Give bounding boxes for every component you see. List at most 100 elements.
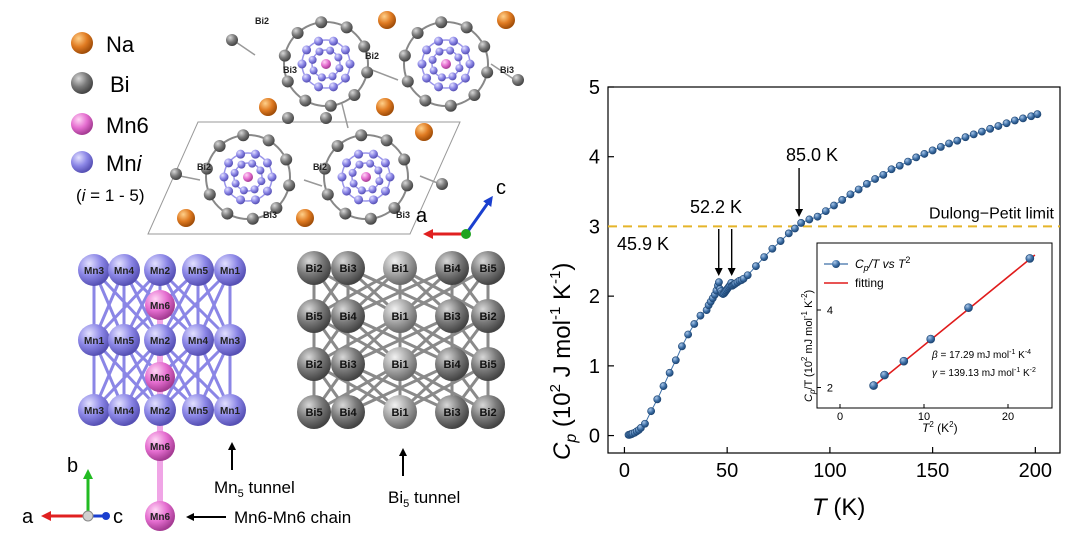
mni-atom bbox=[460, 73, 470, 83]
mni-atom bbox=[236, 195, 246, 205]
mni-atom bbox=[328, 36, 338, 46]
main-y-axis-label: Cp (102 J mol-1 K-1) bbox=[547, 263, 580, 460]
cp-data-point bbox=[696, 311, 705, 320]
bi-atom bbox=[383, 299, 417, 333]
cp-data-point bbox=[862, 180, 871, 188]
inset-x-tick-label: 0 bbox=[837, 411, 843, 423]
mni-atom bbox=[256, 166, 265, 175]
cp-data-point bbox=[1010, 116, 1019, 125]
mn6-atom bbox=[321, 59, 331, 69]
mni-atom bbox=[335, 64, 344, 73]
mni-atom bbox=[108, 324, 140, 356]
mni-atom bbox=[446, 46, 455, 55]
bi-atom bbox=[364, 212, 377, 225]
mni-atom bbox=[302, 73, 312, 83]
mn6-atom bbox=[145, 431, 175, 461]
bi-atom bbox=[291, 27, 304, 40]
mni-atom bbox=[108, 394, 140, 426]
interring-bond bbox=[341, 103, 349, 129]
cp-data-point bbox=[1002, 119, 1011, 128]
mn6-atom bbox=[145, 290, 175, 320]
inset-x-tick-label: 20 bbox=[1002, 411, 1014, 423]
inset-legend-data-marker bbox=[832, 260, 840, 268]
mn6-atom-label: Mn6 bbox=[150, 442, 170, 453]
cp-data-point bbox=[953, 136, 962, 145]
bi-atom bbox=[478, 40, 491, 53]
bi-atom bbox=[358, 40, 371, 53]
cp-data-point bbox=[846, 190, 855, 199]
inset-axis-ticks: 0 10 20 2 4 bbox=[817, 305, 1014, 423]
inset-fit-line bbox=[870, 254, 1036, 389]
chain-caption: Mn6-Mn6 chain bbox=[234, 508, 351, 527]
mn6-atom-label: Mn6 bbox=[150, 373, 170, 384]
mni-atom bbox=[317, 73, 326, 82]
bi-atom bbox=[237, 129, 250, 142]
dulong-petit-label: Dulong−Petit limit bbox=[929, 205, 1055, 222]
mn6-atom-label: Mn6 bbox=[150, 512, 170, 523]
bi-atom-label: Bi1 bbox=[391, 407, 408, 419]
bi-atom-label: Bi3 bbox=[339, 359, 356, 371]
bi-atom bbox=[435, 16, 448, 29]
bi5-tunnel-caption: Bi5 tunnel bbox=[388, 488, 460, 510]
mni-atom bbox=[340, 45, 350, 55]
bi-atom bbox=[262, 134, 275, 147]
bi-atom bbox=[444, 99, 457, 112]
cp-data-point bbox=[760, 253, 769, 262]
bi-atom bbox=[246, 212, 259, 225]
bi-atom-group: Bi2 Bi3 Bi1 Bi4 Bi5 Bi5 Bi4 Bi1 Bi3 Bi2 Bi2 Bi3 Bi1 B… bbox=[297, 251, 505, 429]
mn-atom-group: Mn3 Mn4 Mn2 Mn5 Mn1 Mn1 Mn5 Mn2 Mn4 Mn3 Mn3 Mn4 Mn2 M… bbox=[78, 254, 246, 531]
mni-atom bbox=[434, 36, 444, 46]
na-legend-swatch bbox=[71, 32, 93, 54]
bi-legend-swatch bbox=[71, 72, 93, 94]
mn-atom-label: Mn5 bbox=[114, 336, 134, 347]
mni-atom bbox=[349, 179, 358, 188]
bi-atom bbox=[213, 140, 226, 153]
mni-atom bbox=[437, 73, 446, 82]
bi-atom bbox=[278, 49, 291, 62]
mni-atom bbox=[262, 158, 272, 168]
cp-data-point bbox=[904, 157, 912, 166]
bi-atom-label: Bi5 bbox=[305, 311, 322, 323]
mn-atom-label: Mn2 bbox=[150, 336, 170, 347]
x-tick-label: 50 bbox=[716, 460, 738, 482]
mni-atom bbox=[328, 72, 337, 81]
bi-atom bbox=[411, 27, 424, 40]
mn-atom-label: Mn3 bbox=[220, 336, 240, 347]
mni-atom bbox=[454, 53, 463, 62]
bi-atom-label: Bi4 bbox=[339, 407, 357, 419]
bi-atom bbox=[398, 49, 411, 62]
mni-atom bbox=[262, 186, 272, 196]
bi-atom bbox=[468, 88, 481, 101]
mni-atom bbox=[385, 172, 395, 182]
ring-label-6: Bi3 bbox=[263, 210, 277, 220]
mni-atom bbox=[380, 158, 390, 168]
mn5-tunnel: Mn3 Mn4 Mn2 Mn5 Mn1 Mn1 Mn5 Mn2 Mn4 Mn3 Mn3 Mn4 Mn2 M… bbox=[78, 254, 351, 531]
mni-atom bbox=[224, 158, 234, 168]
mn6-legend-swatch bbox=[71, 113, 93, 135]
mni-atom bbox=[182, 324, 214, 356]
mn6-atom bbox=[361, 172, 371, 182]
mni-atom bbox=[250, 195, 260, 205]
na-atom-group bbox=[177, 11, 515, 227]
cp-data-point bbox=[653, 395, 662, 404]
cp-data-point bbox=[920, 150, 929, 158]
bi-atom bbox=[170, 168, 182, 180]
bi-atom-label: Bi2 bbox=[305, 263, 322, 275]
mni-atom bbox=[250, 149, 260, 159]
index-range-note: (i = 1 - 5) bbox=[76, 186, 145, 205]
mn-bond bbox=[92, 268, 162, 342]
mni-atom bbox=[342, 186, 352, 196]
bi-atom bbox=[226, 34, 238, 46]
mni-atom bbox=[428, 55, 437, 64]
mni-atom bbox=[214, 254, 246, 286]
bi-atom bbox=[321, 188, 334, 201]
cp-data-point bbox=[776, 237, 785, 245]
mn-atom-label: Mn4 bbox=[114, 406, 134, 417]
cp-data-point bbox=[690, 320, 699, 328]
bi-atom bbox=[380, 134, 393, 147]
interring-bond bbox=[303, 179, 323, 187]
na-atom bbox=[177, 209, 195, 227]
mni-atom bbox=[326, 46, 335, 55]
bi-atom-label: Bi5 bbox=[305, 407, 322, 419]
